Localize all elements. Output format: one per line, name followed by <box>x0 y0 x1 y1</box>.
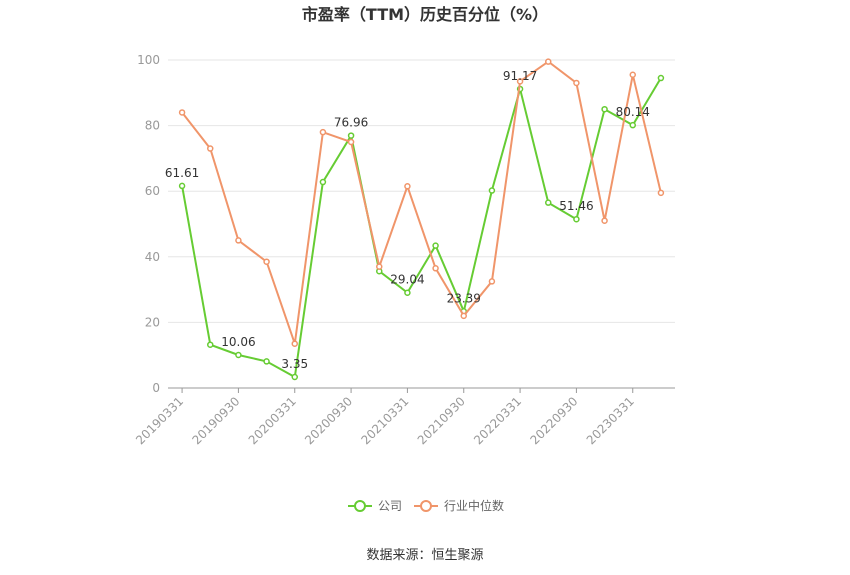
point-s1-10 <box>460 312 467 320</box>
data-label-10: 23.39 <box>447 291 481 305</box>
point-s0-3 <box>263 358 270 365</box>
point-s1-3 <box>263 258 270 265</box>
data-label-4: 3.35 <box>281 357 308 371</box>
point-s0-16 <box>629 121 636 129</box>
point-s0-0 <box>178 182 186 190</box>
point-s1-16 <box>629 71 636 79</box>
legend-item-company[interactable]: 公司 <box>348 499 402 513</box>
x-tick-label-20210930: 20210930 <box>415 394 468 447</box>
point-s1-9 <box>432 265 439 272</box>
y-tick-label-100: 100 <box>137 53 160 67</box>
point-s1-17 <box>657 189 665 197</box>
x-tick-label-20200930: 20200930 <box>302 394 355 447</box>
point-s1-6 <box>347 138 355 146</box>
data-label-16: 80.14 <box>616 105 650 119</box>
point-s1-11 <box>488 278 496 285</box>
legend[interactable]: 公司 行业中位数 <box>348 498 504 513</box>
x-axis: 20190331 20190930 20200331 20200930 20210331… <box>133 387 675 447</box>
point-s0-8 <box>404 289 411 296</box>
point-s1-2 <box>235 237 242 244</box>
chart-title: 市盈率（TTM）历史百分位（%） <box>302 5 548 24</box>
y-tick-label-60: 60 <box>145 184 160 198</box>
point-s1-8 <box>404 183 411 190</box>
y-tick-label-40: 40 <box>145 250 160 264</box>
x-tick-label-20190930: 20190930 <box>189 394 242 447</box>
x-tick-label-20220331: 20220331 <box>471 394 524 447</box>
point-s1-14 <box>573 79 580 87</box>
x-tick-label-20220930: 20220930 <box>527 394 580 447</box>
point-s0-9 <box>432 242 439 249</box>
point-s0-15 <box>601 105 608 113</box>
point-s0-17 <box>657 74 665 82</box>
series-line-0 <box>181 77 662 379</box>
point-s1-0 <box>178 109 186 116</box>
x-tick-label-20200331: 20200331 <box>246 394 299 447</box>
y-tick-label-80: 80 <box>145 119 160 133</box>
legend-label-company: 公司 <box>378 499 402 513</box>
point-s0-5 <box>319 178 327 186</box>
data-label-0: 61.61 <box>165 166 199 180</box>
point-s1-13 <box>545 58 552 65</box>
point-s1-5 <box>319 128 327 136</box>
series-line-1 <box>181 60 662 345</box>
y-tick-label-20: 20 <box>145 315 160 329</box>
point-s1-12 <box>516 78 524 85</box>
point-s1-4 <box>291 340 298 347</box>
data-label-12: 91.17 <box>503 69 537 83</box>
series-layer <box>178 58 665 381</box>
point-s0-13 <box>545 199 552 206</box>
x-tick-label-20230331: 20230331 <box>584 394 637 447</box>
y-tick-label-0: 0 <box>152 381 160 395</box>
point-s0-14 <box>573 215 580 223</box>
point-s0-4 <box>291 373 298 381</box>
point-s1-15 <box>601 217 608 224</box>
legend-item-industry-median[interactable]: 行业中位数 <box>414 498 504 513</box>
data-labels: 61.61 10.06 3.35 76.96 29.04 23.39 91.17 51.46 8… <box>165 69 650 371</box>
point-s0-11 <box>488 187 496 194</box>
x-tick-label-20210331: 20210331 <box>358 394 411 447</box>
point-s0-2 <box>235 351 242 359</box>
data-label-6: 76.96 <box>334 116 368 130</box>
point-s1-7 <box>376 263 383 270</box>
point-s0-1 <box>207 341 214 348</box>
point-s0-6 <box>347 132 355 139</box>
data-label-8: 29.04 <box>390 273 424 287</box>
legend-marker-industry-median <box>420 500 432 512</box>
legend-label-industry-median: 行业中位数 <box>444 498 504 513</box>
point-s1-1 <box>207 145 214 152</box>
legend-marker-company <box>354 500 366 512</box>
y-axis: 0 20 40 60 80 100 <box>137 53 160 395</box>
gridlines <box>168 59 675 323</box>
x-tick-label-20190331: 20190331 <box>133 394 186 447</box>
data-label-2: 10.06 <box>221 335 255 349</box>
data-source: 数据来源：恒生聚源 <box>366 548 483 563</box>
data-label-14: 51.46 <box>559 199 593 213</box>
